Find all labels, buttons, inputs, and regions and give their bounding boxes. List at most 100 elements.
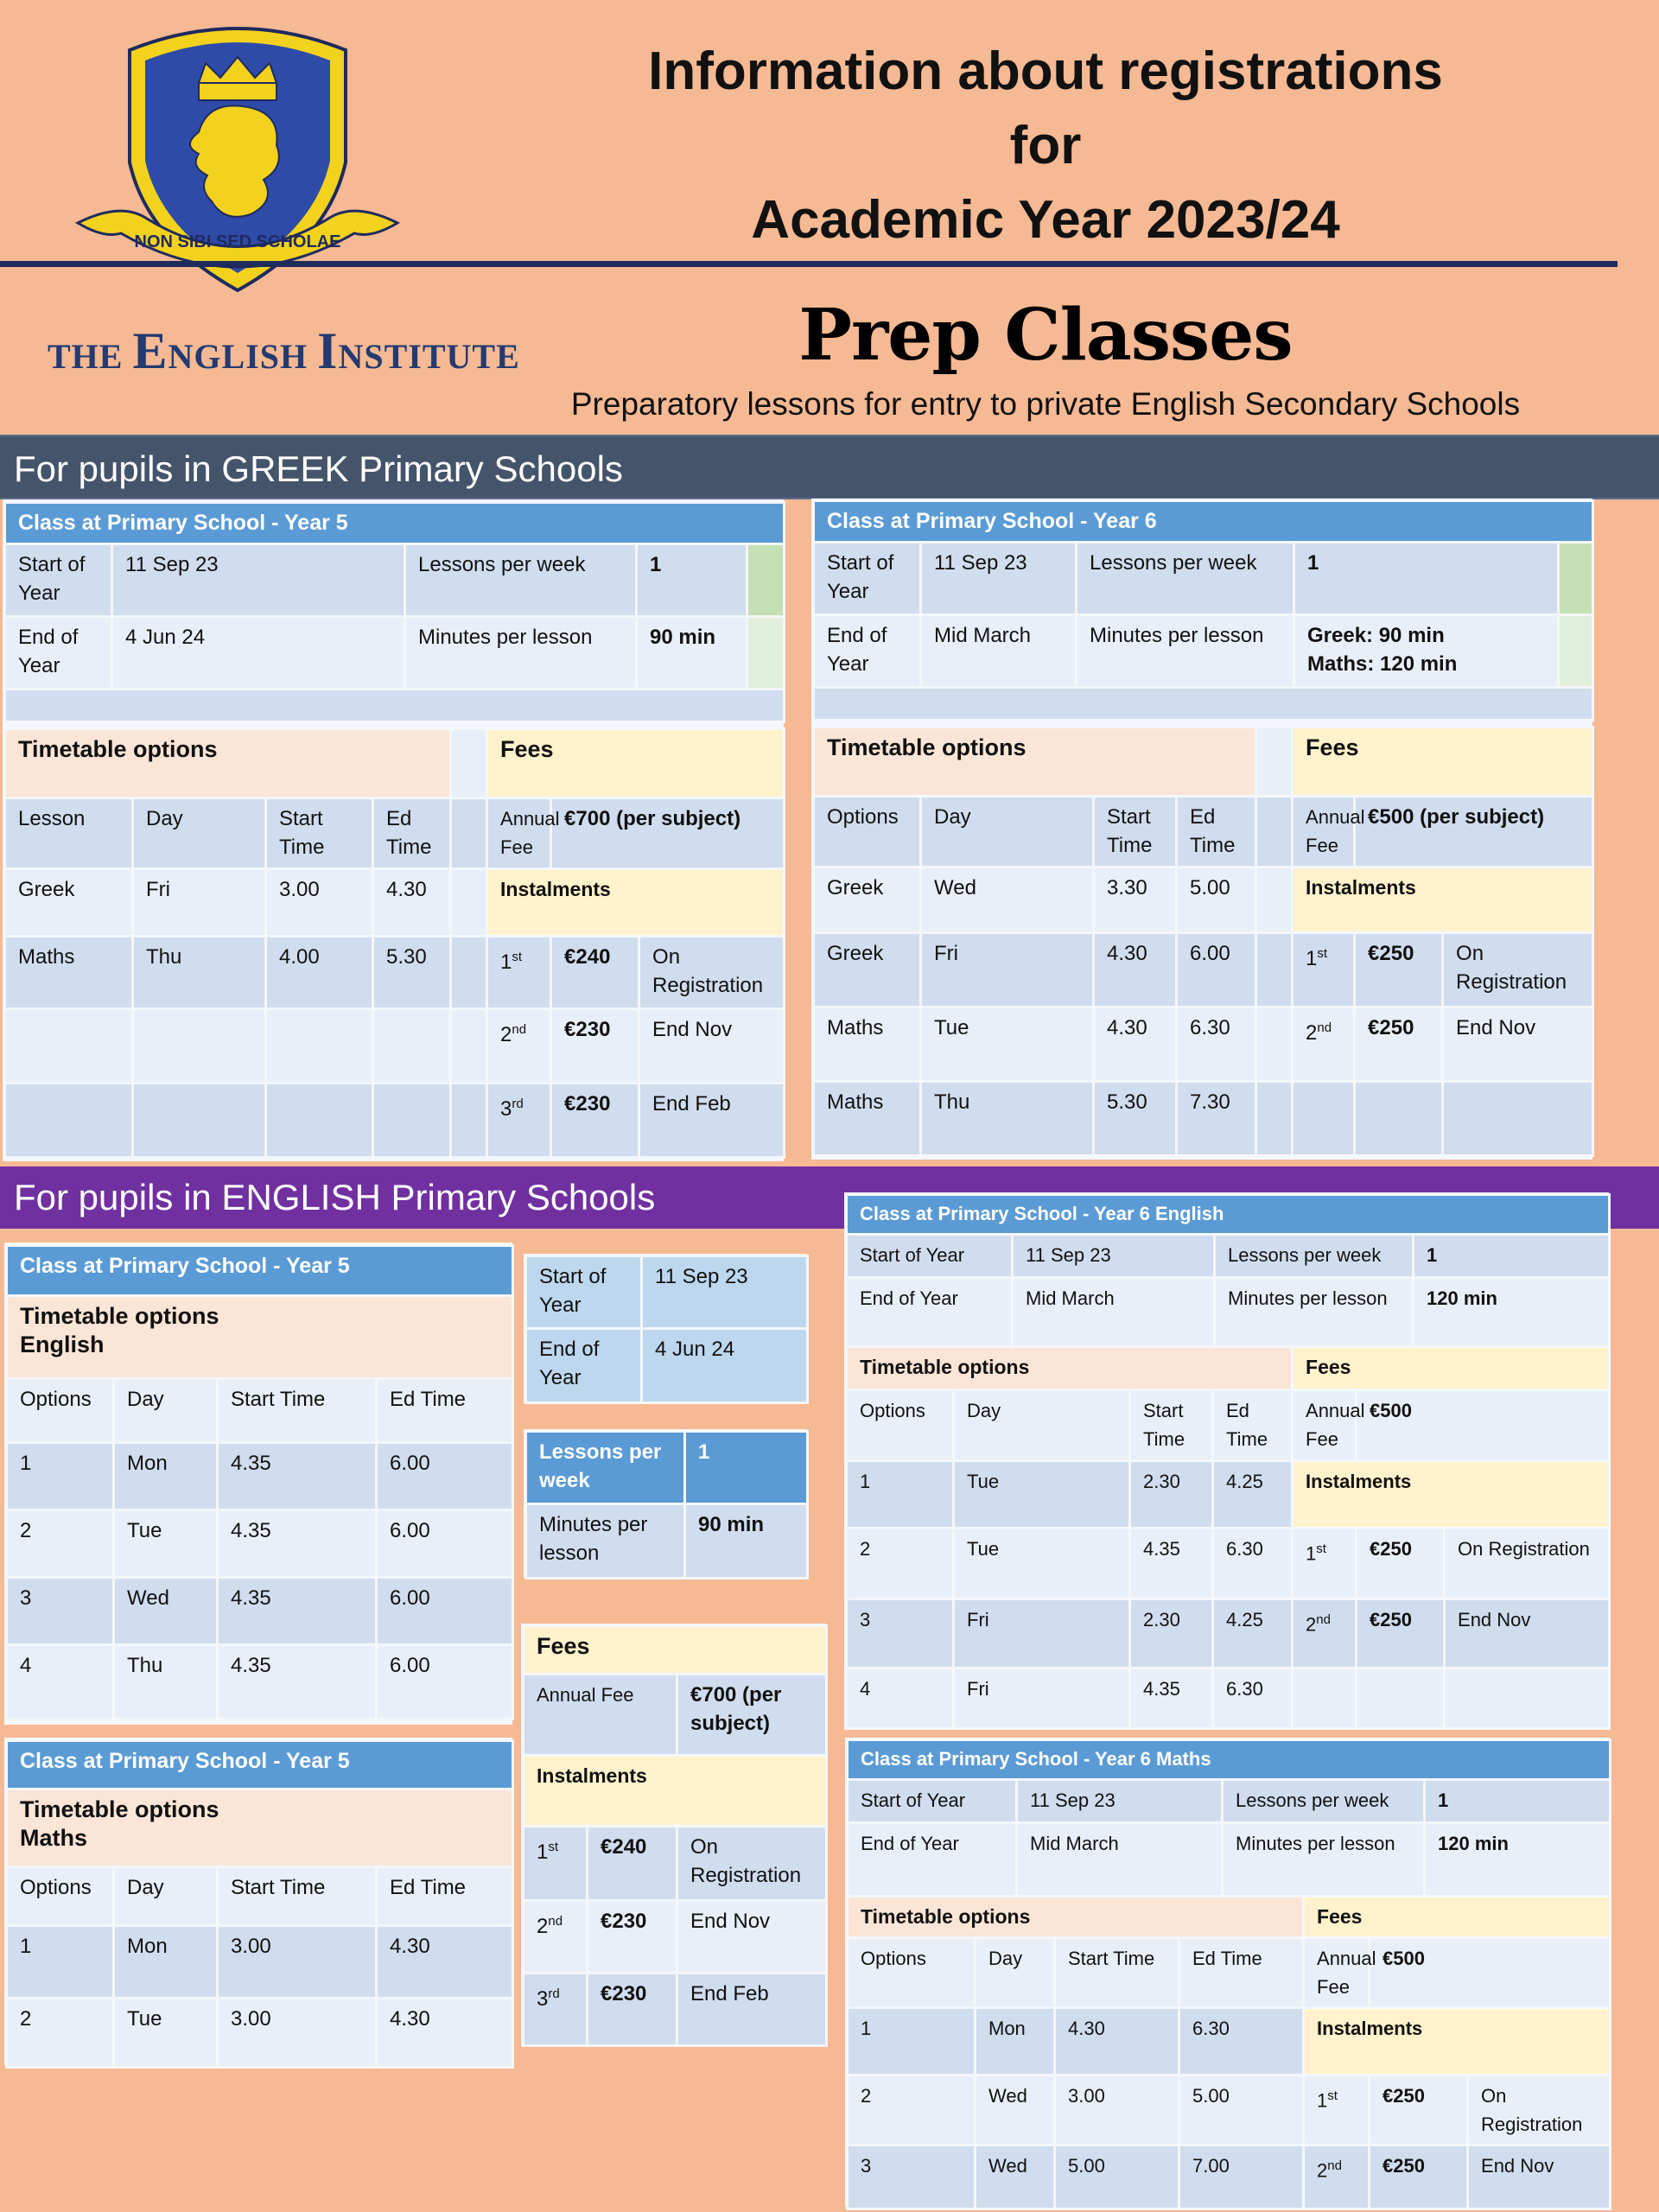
empty-cell [1441,1080,1595,1157]
text: nd [512,1022,527,1037]
text: 1 [537,1840,549,1864]
table-cell: 5.30 [1092,1080,1178,1157]
table-cell: Greek [812,931,922,1008]
text: nd [1317,1020,1332,1035]
fees-label: Fees [486,728,786,799]
table-cell: 3 [845,1598,955,1669]
table-cell: Tue [919,1006,1095,1083]
text: Maths: 120 min [1307,652,1458,676]
table-cell: 4.35 [1128,1667,1214,1730]
table-row: Timetable options Maths [5,1788,514,1868]
prep-subtitle: Preparatory lessons for entry to private… [570,386,1521,422]
table-cell: 1 [683,1430,809,1505]
table-row: 3 Wed 4.35 6.00 [5,1576,514,1646]
empty-cell [449,728,489,799]
table-row: Class at Primary School - Year 6 English [845,1193,1611,1236]
empty-cell [264,1007,374,1084]
table-cell: Annual Fee [1291,795,1365,868]
table-cell: €240 [550,935,641,1010]
table-cell: Mid March [1015,1821,1224,1898]
table-cell: 2 [5,1509,115,1579]
table-row: 2 Tue 3.00 4.30 [5,1997,514,2069]
table-cell: 2 [846,2074,976,2146]
table-cell: 1 [5,1924,115,1999]
text: nd [1327,2158,1342,2173]
table-cell: End of Year [846,1821,1018,1898]
table-cell: 3.00 [216,1924,378,1999]
table-cell: 11 Sep 23 [1015,1778,1224,1824]
table-cell: 1 [1293,541,1560,616]
text: 2 [1306,1613,1317,1636]
table-cell: 4.35 [1128,1527,1214,1600]
table-row: Start of Year 11 Sep 23 Lessons per week… [3,543,786,618]
empty-cell [449,1082,489,1159]
table-cell: Fri [919,931,1095,1008]
eng-year6-english-info: Class at Primary School - Year 6 English… [845,1193,1611,1348]
empty-cell [371,1082,453,1159]
table-cell: 4.35 [216,1441,378,1511]
table-cell: Ed Time [1211,1389,1294,1462]
text: Maths [20,1825,88,1851]
eng-year5-maths-table: Class at Primary School - Year 5 Timetab… [5,1739,514,2069]
greek-year5-title: Class at Primary School - Year 5 [3,501,786,545]
text: 1 [1306,1542,1317,1565]
table-cell: Class at Primary School - Year 6 Maths [846,1738,1611,1781]
table-cell: 6.30 [1211,1667,1294,1730]
empty-cell [3,688,786,723]
table-cell: Minutes per lesson [404,615,638,690]
table-cell: 3.00 [216,1997,378,2069]
table-cell: Fees [1291,1345,1611,1391]
empty-cell [1255,1006,1294,1083]
table-cell: Start of Year [524,1255,643,1330]
table-cell: 6.30 [1177,2006,1306,2076]
table-row: 2nd €230 End Nov [3,1007,786,1084]
greek-year6-timetable: Timetable options Fees Options Day Start T… [811,726,1595,1157]
table-cell: 7.00 [1177,2144,1306,2210]
table-cell: Ed Time [375,1866,514,1927]
table-cell: 1 [5,1441,115,1511]
table-cell: Day [112,1866,219,1927]
greek-section-band: For pupils in GREEK Primary Schools [0,435,1659,499]
table-cell: Start Time [1053,1936,1180,2009]
text: THE [48,337,133,376]
table-cell: End Feb [675,1972,829,2047]
green-marker [745,543,786,618]
table-cell: Start Time [264,797,374,870]
table-cell: 2nd [522,1899,588,1974]
table-cell: 4 [5,1643,115,1720]
table-cell: 5.00 [1053,2144,1180,2210]
empty-cell [1255,931,1294,1008]
table-row: Start of Year 11 Sep 23 Lessons per week… [812,541,1595,616]
text: 2 [500,1023,512,1046]
table-cell: 3.00 [1053,2074,1180,2146]
eng-year5-fees-table: Fees Annual Fee €700 (per subject) Insta… [521,1624,829,2047]
table-cell: Ed Time [1174,795,1258,868]
table-cell: 11 Sep 23 [111,543,406,618]
table-row: End of Year 4 Jun 24 [524,1327,809,1404]
eng-year5-dates-table: Start of Year 11 Sep 23 End of Year 4 Jun … [524,1255,809,1404]
table-row: Greek Fri 3.00 4.30 Instalments [3,868,786,938]
table-row: Start of Year 11 Sep 23 Lessons per week 1 [846,1778,1611,1824]
text: st [548,1840,559,1854]
text: rd [512,1096,524,1111]
table-row: 2nd €230 End Nov [522,1899,829,1974]
table-cell: Start of Year [846,1778,1018,1824]
table-cell: 1st [486,935,553,1010]
table-cell: Timetable options Maths [5,1788,514,1868]
institute-name: THE ENGLISH INSTITUTE [48,321,519,381]
table-cell: 3 [846,2144,976,2210]
table-cell: Annual Fee [1291,1389,1365,1462]
text: st [1316,1541,1326,1556]
table-cell: End Nov [1466,2144,1612,2210]
table-cell: Annual Fee [1302,1936,1376,2009]
table-cell: Thu [112,1643,219,1720]
text: NGLISH [168,337,318,376]
table-cell: 4.25 [1211,1598,1294,1669]
table-cell: Mon [112,1441,219,1511]
table-row: Timetable options Fees [3,728,786,799]
table-cell: Mon [112,1924,219,1999]
table-cell: Thu [919,1080,1095,1157]
table-row: Maths Tue 4.30 6.30 2nd €250 End Nov [812,1006,1595,1083]
eng-year6-maths-info: Class at Primary School - Year 6 Maths S… [846,1738,1611,1898]
table-cell: Annual Fee [486,797,560,870]
